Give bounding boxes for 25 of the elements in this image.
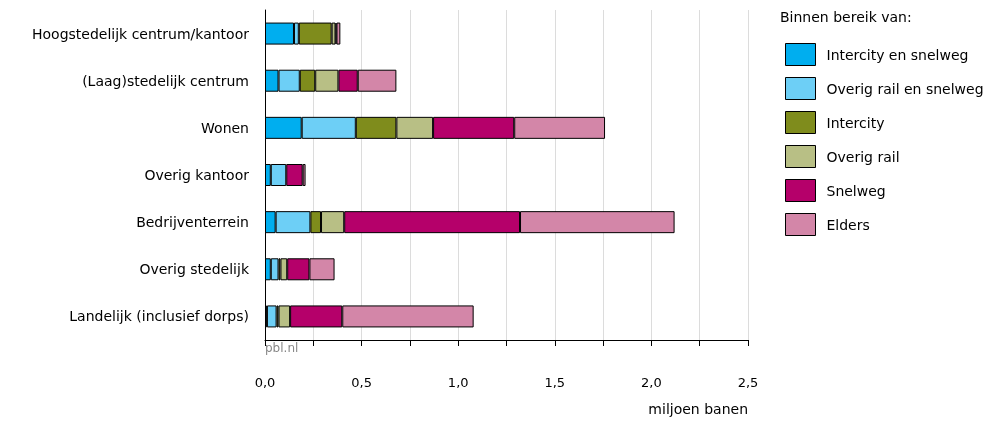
y-tick-label: Hoogstedelijk centrum/kantoor	[31, 25, 250, 42]
y-tick-label: Landelijk (inclusief dorps)	[69, 308, 249, 325]
y-tick-label: Overig stedelijk	[139, 261, 250, 278]
legend-label: Overig rail	[826, 148, 900, 165]
legend-label: Snelweg	[826, 182, 886, 199]
x-tick-label: 1,5	[544, 375, 566, 390]
bar	[298, 22, 332, 45]
y-tick-label: Overig kantoor	[144, 167, 250, 183]
x-tick-label: 2,5	[737, 375, 759, 390]
x-tick-label: 2,0	[641, 375, 662, 390]
legend-label: Elders	[826, 216, 870, 233]
text: pbl.nl	[265, 341, 299, 355]
bar	[336, 22, 341, 45]
x-axis-title: miljoen banen	[648, 401, 749, 417]
legend-label: Overig rail en snelweg	[826, 80, 984, 97]
x-tick-label: 1,0	[447, 375, 469, 390]
y-tick-label: Wonen	[201, 119, 249, 136]
legend-label: Intercity en snelweg	[826, 46, 969, 63]
y-tick-label: (Laag)stedelijk centrum	[82, 72, 249, 89]
y-tick-label: Bedrijventerrein	[136, 214, 249, 231]
bar	[266, 305, 277, 328]
legend-label: Intercity	[826, 114, 885, 131]
legend-title: Binnen bereik van:	[780, 9, 912, 25]
x-tick-label: 0,5	[351, 375, 372, 390]
x-tick-label: 0,0	[254, 375, 276, 390]
